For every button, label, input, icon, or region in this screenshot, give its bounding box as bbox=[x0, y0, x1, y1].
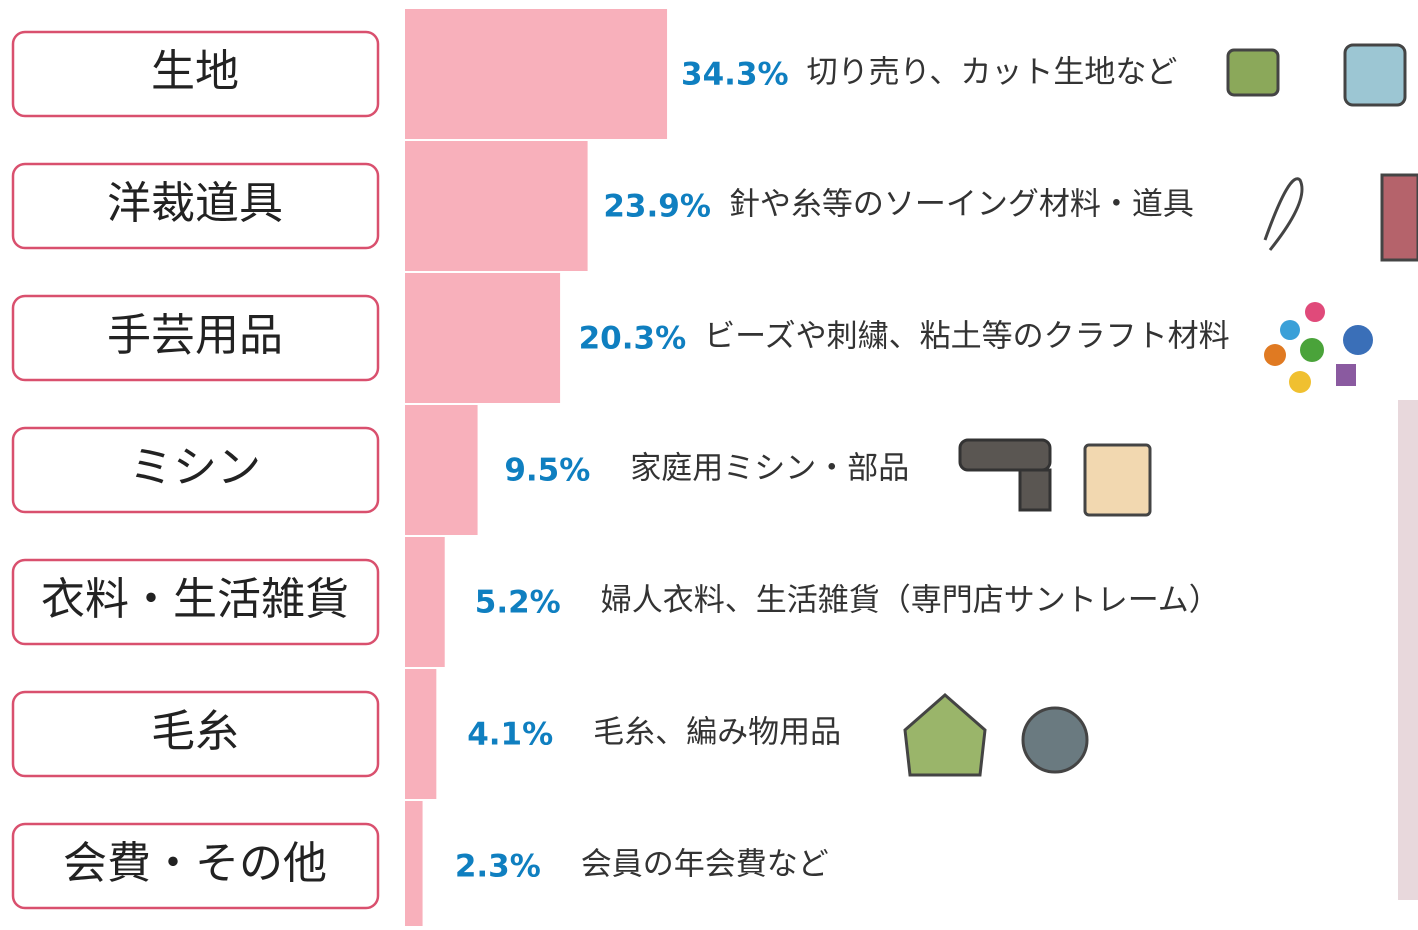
photo-edge bbox=[1398, 400, 1418, 900]
value-label: 9.5% bbox=[504, 453, 590, 489]
value-label: 5.2% bbox=[475, 585, 561, 621]
category-label: 毛糸 bbox=[151, 706, 239, 757]
category-box bbox=[11, 162, 380, 250]
bead-icon bbox=[1280, 320, 1300, 340]
value-label: 20.3% bbox=[579, 321, 687, 357]
value-label: 23.9% bbox=[603, 189, 711, 225]
category-box bbox=[11, 822, 380, 910]
bead-icon bbox=[1305, 302, 1325, 322]
category-label: 手芸用品 bbox=[107, 310, 283, 361]
category-label: 洋裁道具 bbox=[107, 178, 283, 229]
bar bbox=[405, 537, 445, 667]
category-label: ミシン bbox=[129, 442, 261, 493]
bar bbox=[405, 801, 423, 930]
bead-icon bbox=[1289, 371, 1311, 393]
bar bbox=[405, 141, 588, 271]
yarn-icon bbox=[1021, 706, 1089, 774]
bar bbox=[405, 405, 478, 535]
sewing-machine-icon bbox=[958, 438, 1052, 472]
category-box bbox=[11, 690, 380, 778]
description: 毛糸、編み物用品 bbox=[593, 715, 841, 751]
value-label: 2.3% bbox=[455, 849, 541, 885]
bead-icon bbox=[1264, 344, 1286, 366]
description: 切り売り、カット生地など bbox=[807, 55, 1178, 91]
bead-icon bbox=[1300, 338, 1324, 362]
bead-icon bbox=[1343, 325, 1373, 355]
category-box bbox=[11, 558, 380, 646]
bar bbox=[405, 9, 668, 139]
overlock-icon bbox=[1083, 443, 1152, 517]
category-label: 生地 bbox=[151, 46, 239, 97]
value-label: 34.3% bbox=[681, 57, 789, 93]
category-box bbox=[11, 30, 380, 118]
description: 会員の年会費など bbox=[581, 847, 829, 883]
description: 婦人衣料、生活雑貨（専門店サントレーム） bbox=[601, 583, 1220, 619]
fabric-roll-icon bbox=[1343, 43, 1407, 107]
sewing-machine-icon bbox=[1018, 468, 1052, 512]
description: 家庭用ミシン・部品 bbox=[630, 451, 909, 487]
icons bbox=[903, 43, 1418, 900]
needle-icon bbox=[1263, 177, 1304, 251]
category-box bbox=[11, 426, 380, 514]
value-label: 4.1% bbox=[467, 717, 553, 753]
description: ビーズや刺繍、粘土等のクラフト材料 bbox=[704, 319, 1229, 355]
fabric-icon bbox=[1226, 48, 1280, 97]
bar bbox=[405, 273, 561, 403]
description: 針や糸等のソーイング材料・道具 bbox=[729, 187, 1194, 223]
category-label: 会費・その他 bbox=[63, 838, 327, 889]
bead-icon bbox=[1336, 364, 1356, 386]
category-box bbox=[11, 294, 380, 382]
knitting-icon bbox=[903, 693, 987, 777]
bar bbox=[405, 669, 437, 799]
category-label: 衣料・生活雑貨 bbox=[41, 574, 349, 625]
thread-icon bbox=[1380, 173, 1418, 262]
